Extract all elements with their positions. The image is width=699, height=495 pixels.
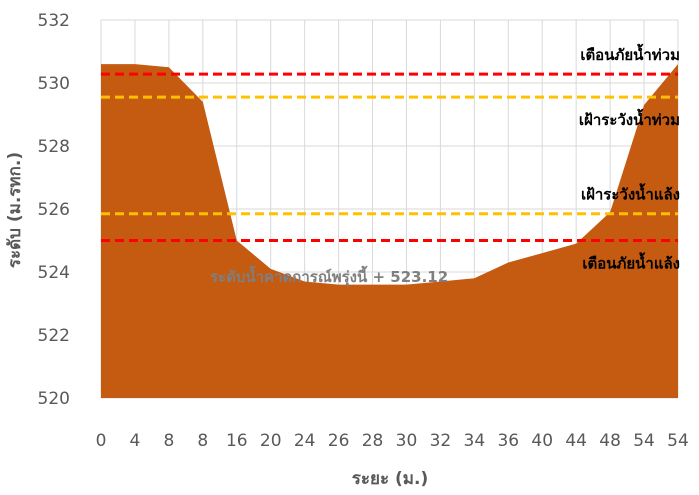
x-axis-title: ระยะ (ม.)	[352, 469, 428, 489]
x-tick-label: 48	[599, 431, 621, 451]
reference-line-label: เตือนภัยน้ำแล้ง	[582, 252, 680, 273]
x-tick-label: 54	[633, 431, 655, 451]
reference-line-label: เฝ้าระวังน้ำแล้ง	[581, 183, 680, 204]
x-tick-label: 40	[531, 431, 553, 451]
x-tick-label: 26	[328, 431, 350, 451]
y-tick-label: 522	[38, 326, 70, 346]
x-tick-label: 20	[260, 431, 282, 451]
x-tick-label: 8	[163, 431, 174, 451]
y-tick-label: 524	[38, 263, 70, 283]
x-tick-label: 34	[464, 431, 486, 451]
forecast-annotation: ระดับน้ำคาดการณ์พรุ่งนี้ + 523.12	[210, 265, 448, 287]
x-tick-label: 44	[565, 431, 587, 451]
reference-line-label: เฝ้าระวังน้ำท่วม	[579, 108, 680, 129]
x-tick-label: 36	[497, 431, 519, 451]
y-axis-title: ระดับ (ม.รทก.)	[5, 152, 25, 268]
reference-lines: เตือนภัยน้ำท่วมเฝ้าระวังน้ำท่วมเฝ้าระวัง…	[101, 43, 680, 273]
y-tick-label: 532	[38, 11, 70, 31]
x-tick-label: 54	[667, 431, 689, 451]
y-tick-label: 520	[38, 389, 70, 409]
x-tick-label: 30	[396, 431, 418, 451]
y-tick-label: 526	[38, 200, 70, 220]
y-tick-label: 528	[38, 137, 70, 157]
x-tick-label: 32	[430, 431, 452, 451]
x-tick-label: 0	[96, 431, 107, 451]
x-tick-label: 28	[362, 431, 384, 451]
x-tick-label: 16	[226, 431, 248, 451]
x-axis-ticks: 0 4 8 8 16 20 24 26 28 30 32 34 36 40 44 48 54 54	[96, 431, 689, 451]
x-tick-label: 4	[130, 431, 141, 451]
y-axis-ticks: 520 522 524 526 528 530 532	[38, 11, 70, 409]
area-layer	[101, 64, 678, 398]
terrain-area	[101, 64, 678, 398]
x-tick-label: 24	[294, 431, 316, 451]
x-tick-label: 8	[197, 431, 208, 451]
reference-line-label: เตือนภัยน้ำท่วม	[580, 43, 680, 64]
y-tick-label: 530	[38, 74, 70, 94]
